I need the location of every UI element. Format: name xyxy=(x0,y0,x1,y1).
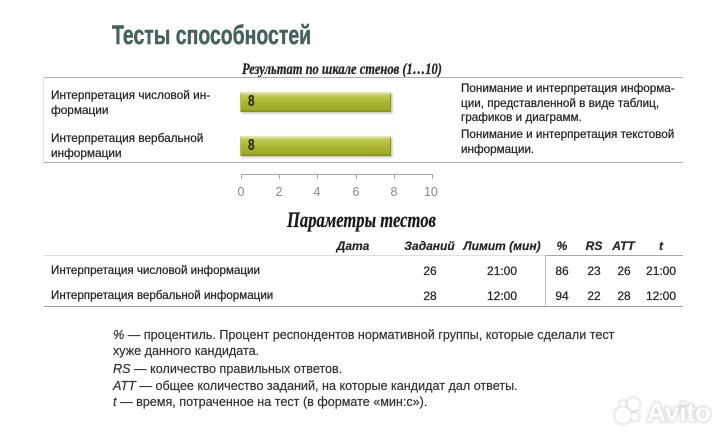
svg-text:Avito: Avito xyxy=(647,397,711,427)
svg-text:Avito: Avito xyxy=(647,397,711,427)
